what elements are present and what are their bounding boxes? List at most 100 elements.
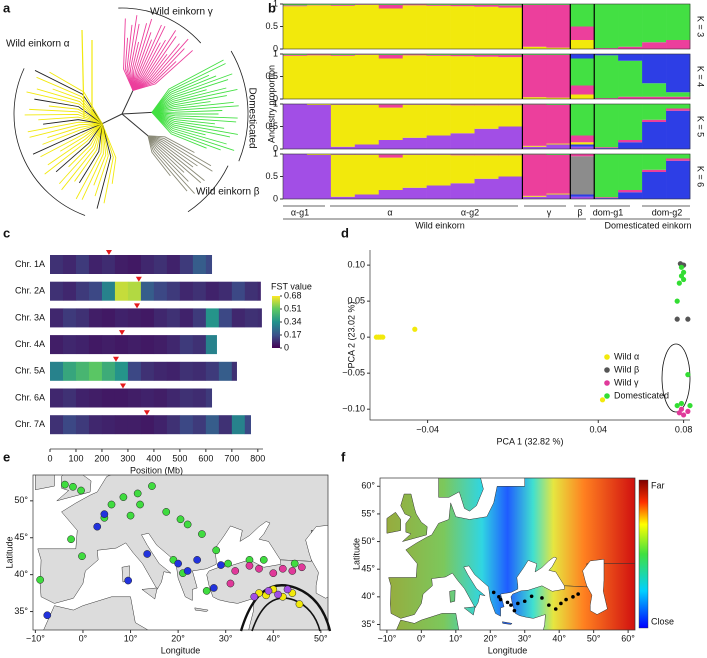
centromere-marker <box>112 356 119 362</box>
sample-site <box>274 590 282 599</box>
heat-cell <box>75 335 90 355</box>
centromere-marker <box>118 330 125 336</box>
ancestry-segment <box>570 135 595 143</box>
tree-branch <box>132 61 177 91</box>
y-tick-label: 0 <box>273 193 278 203</box>
sample-site <box>288 567 297 575</box>
tree-branch <box>129 23 140 91</box>
ancestry-segment <box>330 5 356 50</box>
sample-site <box>143 550 152 558</box>
tree-branch <box>44 123 103 175</box>
sample-site <box>93 522 102 531</box>
panel-label: c <box>3 225 10 240</box>
ancestry-segment <box>642 104 667 120</box>
y-tick-label: 45° <box>14 532 28 542</box>
heat-cell <box>205 281 220 301</box>
heat-cell <box>205 335 217 355</box>
ancestry-segment <box>450 54 475 55</box>
centromere-marker <box>135 276 142 282</box>
land <box>502 621 513 625</box>
ancestry-segment <box>283 104 308 149</box>
point <box>685 408 691 414</box>
tree-label: Domesticated <box>246 87 257 148</box>
tree-branch <box>151 73 233 113</box>
ancestry-segment <box>666 104 691 109</box>
region-label: Domesticated einkorn <box>604 220 691 230</box>
heat-cell <box>88 361 103 381</box>
tree-branch <box>48 105 103 125</box>
ancestry-segment <box>378 54 404 59</box>
ancestry-segment <box>426 104 451 136</box>
ancestry-segment <box>570 40 595 49</box>
heat-cell <box>140 335 155 355</box>
ancestry-segment <box>666 92 691 97</box>
tree-branch <box>151 112 235 151</box>
ancestry-segment <box>546 144 571 149</box>
group-arc <box>230 50 249 162</box>
ancestry-segment <box>354 154 380 195</box>
map-frame <box>32 474 329 631</box>
point <box>380 334 386 340</box>
ancestry-segment <box>426 154 451 186</box>
sample-site <box>124 576 133 585</box>
heat-cell <box>179 415 194 435</box>
x-tick-label: 30° <box>518 633 532 643</box>
y-tick-label: 0 <box>360 332 365 342</box>
ancestry-segment <box>522 196 547 199</box>
heat-cell <box>127 281 142 301</box>
point <box>674 402 680 409</box>
heat-cell <box>75 415 90 435</box>
tree-branch <box>43 119 103 125</box>
sample-site <box>259 556 268 564</box>
tree-branch <box>128 15 138 91</box>
heat-cell <box>114 361 129 381</box>
sample-site <box>107 500 116 509</box>
ancestry-segment <box>498 57 523 99</box>
y-axis-label: Latitude <box>4 536 14 568</box>
ancestry-segment <box>594 154 619 198</box>
ancestry-segment <box>354 144 380 149</box>
heat-cell <box>50 415 64 435</box>
ancestry-segment <box>594 48 619 49</box>
x-axis-label: Longitude <box>488 645 528 655</box>
ancestry-segment <box>330 4 356 6</box>
group-label: α-g1 <box>291 207 309 217</box>
sample-site <box>264 587 273 595</box>
group-label: γ <box>547 207 552 217</box>
ancestry-segment <box>402 104 427 138</box>
ancestry-segment <box>283 55 308 99</box>
heat-cell <box>62 308 77 328</box>
group-label: β <box>577 207 582 217</box>
tree-branch <box>151 111 238 119</box>
heat-cell <box>101 335 116 355</box>
sample-site <box>119 493 128 501</box>
colorbar-tick-label: 0.68 <box>284 290 302 300</box>
ancestry-segment <box>618 192 643 199</box>
y-tick-label: 0.10 <box>347 260 365 270</box>
ancestry-segment <box>402 54 427 56</box>
ancestry-segment <box>450 105 475 134</box>
tree-branch <box>93 123 107 186</box>
ancestry-segment <box>283 54 308 56</box>
heat-cell <box>127 308 142 328</box>
tree-branch <box>26 91 103 124</box>
ancestry-segment <box>522 146 547 149</box>
land <box>463 606 476 616</box>
heat-cell <box>244 308 259 328</box>
x-tick-label: 100 <box>68 453 83 463</box>
heat-cell <box>62 361 77 381</box>
heat-cell <box>127 335 142 355</box>
sample-site <box>217 561 225 569</box>
ancestry-segment <box>594 147 619 149</box>
tree-branch <box>151 112 227 145</box>
y-tick-label: 0.05 <box>347 296 365 306</box>
ancestry-segment <box>474 6 499 49</box>
tree-branch <box>131 41 139 91</box>
heat-cell <box>101 361 116 381</box>
ancestry-segment <box>618 154 643 190</box>
tree-branch <box>121 113 149 137</box>
inland-sea <box>582 558 608 615</box>
sample-site <box>529 594 534 599</box>
tree-branch <box>42 123 103 145</box>
